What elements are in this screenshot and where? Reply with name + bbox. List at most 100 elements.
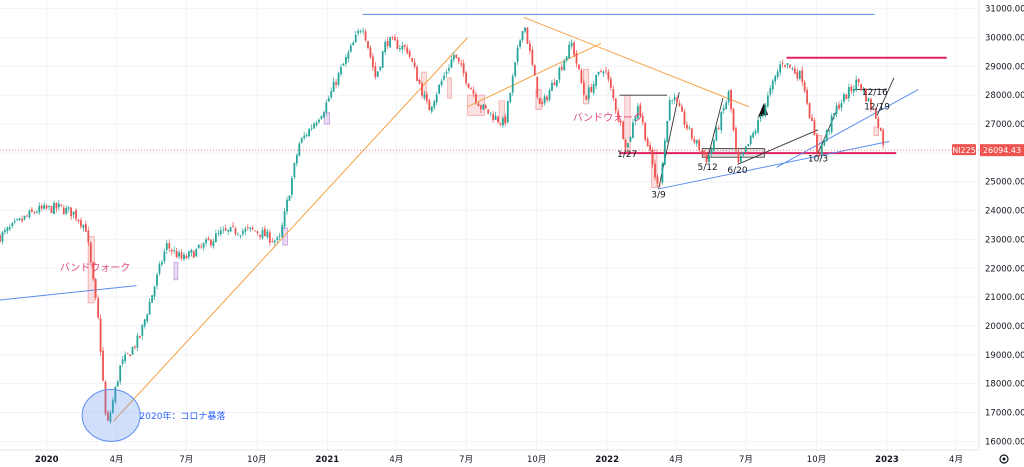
date-annotation: 10/3 [808,155,828,165]
candle-body [639,104,642,116]
candle-body [276,237,279,240]
candle-body [259,234,261,237]
candle-body [298,143,301,156]
candle-body [533,65,536,76]
candle-body [600,71,602,72]
candle-body [541,102,544,105]
candle-body [23,215,26,220]
candle-body [499,123,502,125]
candle-body [479,105,482,110]
candle-body [779,64,782,73]
candle-body [433,101,436,108]
candle-body [340,67,342,75]
candle-body [352,42,355,46]
candle-body [573,42,575,55]
date-annotation: 5/12 [697,163,717,173]
candle-body [681,106,683,112]
candle-body [264,228,266,237]
candle-body [283,211,286,227]
settings-gear-icon[interactable] [999,454,1009,464]
candle-body [97,298,100,318]
candle-body [126,353,129,354]
candle-body [693,139,696,143]
candle-body [695,140,698,144]
candle-body [288,195,291,201]
candle-body [605,70,607,72]
candle-body [744,146,747,152]
candle-body [202,243,205,248]
candle-body [207,238,210,241]
candle-body [104,381,107,414]
candle-body [465,72,468,84]
candle-body [92,262,95,280]
candle-body [401,45,404,50]
candle-body [656,176,659,184]
candle-body [789,64,791,68]
candle-body [84,224,87,232]
trend-line [0,285,137,301]
candle-body [636,106,639,119]
candle-body [860,84,862,90]
annotations: 1/273/95/12 6/2010/312/1912/16バンドウォークバンドウ… [60,88,890,442]
candle-body [470,88,472,90]
candle-body [803,82,806,92]
candle-body [676,98,678,103]
candle-body [700,150,703,152]
highlight-box [535,89,542,111]
candle-body [798,71,801,79]
candle-body [808,103,811,118]
candle-body [671,99,674,101]
candle-body [587,87,590,99]
candle-body [33,212,36,214]
candle-body [26,215,28,217]
candle-body [241,231,244,235]
candle-body [666,120,669,142]
candle-body [239,235,242,237]
candle-body [715,127,718,141]
candle-body [359,31,362,33]
candle-body [43,204,46,209]
x-tick-label: 7月 [739,455,753,465]
candle-body [651,150,654,165]
x-tick-label: 2021 [316,455,340,465]
candle-body [543,96,546,104]
x-tick-label: 4月 [389,455,403,465]
candle-body [180,252,183,259]
candle-body [632,122,634,138]
candle-body [867,98,870,102]
y-tick-label: 27000.00 [985,120,1024,130]
candle-body [455,54,458,58]
y-tick-label: 28000.00 [985,91,1024,101]
price-axis[interactable]: 16000.00 17000.00 18000.00 19000.00 20000.00… [978,0,1024,450]
candle-body [50,206,53,214]
candle-body [293,163,296,178]
candle-body [590,87,593,93]
candle-body [318,119,320,123]
candle-body [425,93,428,101]
bandwalk-label: バンドウォーク [60,262,131,274]
candle-body [438,84,441,94]
candle-body [188,251,190,258]
candle-body [183,254,185,260]
candle-body [8,227,11,230]
candle-body [649,145,652,151]
candle-body [705,153,708,163]
candle-body [467,83,470,88]
x-tick-label: 10月 [247,455,266,465]
candle-body [77,219,80,222]
candle-body [136,335,139,348]
x-tick-label: 4月 [110,455,124,465]
x-tick-label: 2023 [875,455,899,465]
candle-body [708,155,710,163]
candle-body [40,205,43,209]
candle-body [578,65,580,70]
candle-body [838,104,840,109]
candle-body [403,44,406,47]
candle-body [28,210,31,218]
date-annotation: 12/19 [864,103,890,113]
candle-body [178,252,180,257]
time-axis[interactable]: 2020 4月 7月 10月 2021 4月 7月 10月 2022 4月 7月 10月 2023 4月 [0,449,979,465]
candle-body [430,106,433,112]
candle-body [335,82,337,85]
